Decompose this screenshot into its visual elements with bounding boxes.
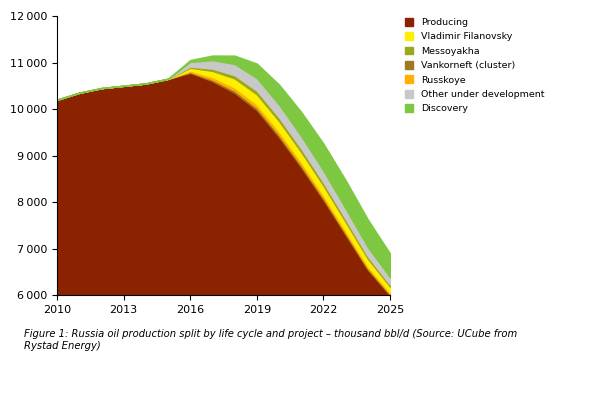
Legend: Producing, Vladimir Filanovsky, Messoyakha, Vankorneft (cluster), Russkoye, Othe: Producing, Vladimir Filanovsky, Messoyak… (405, 18, 544, 113)
Text: Figure 1: Russia oil production split by life cycle and project – thousand bbl/d: Figure 1: Russia oil production split by… (24, 329, 517, 351)
